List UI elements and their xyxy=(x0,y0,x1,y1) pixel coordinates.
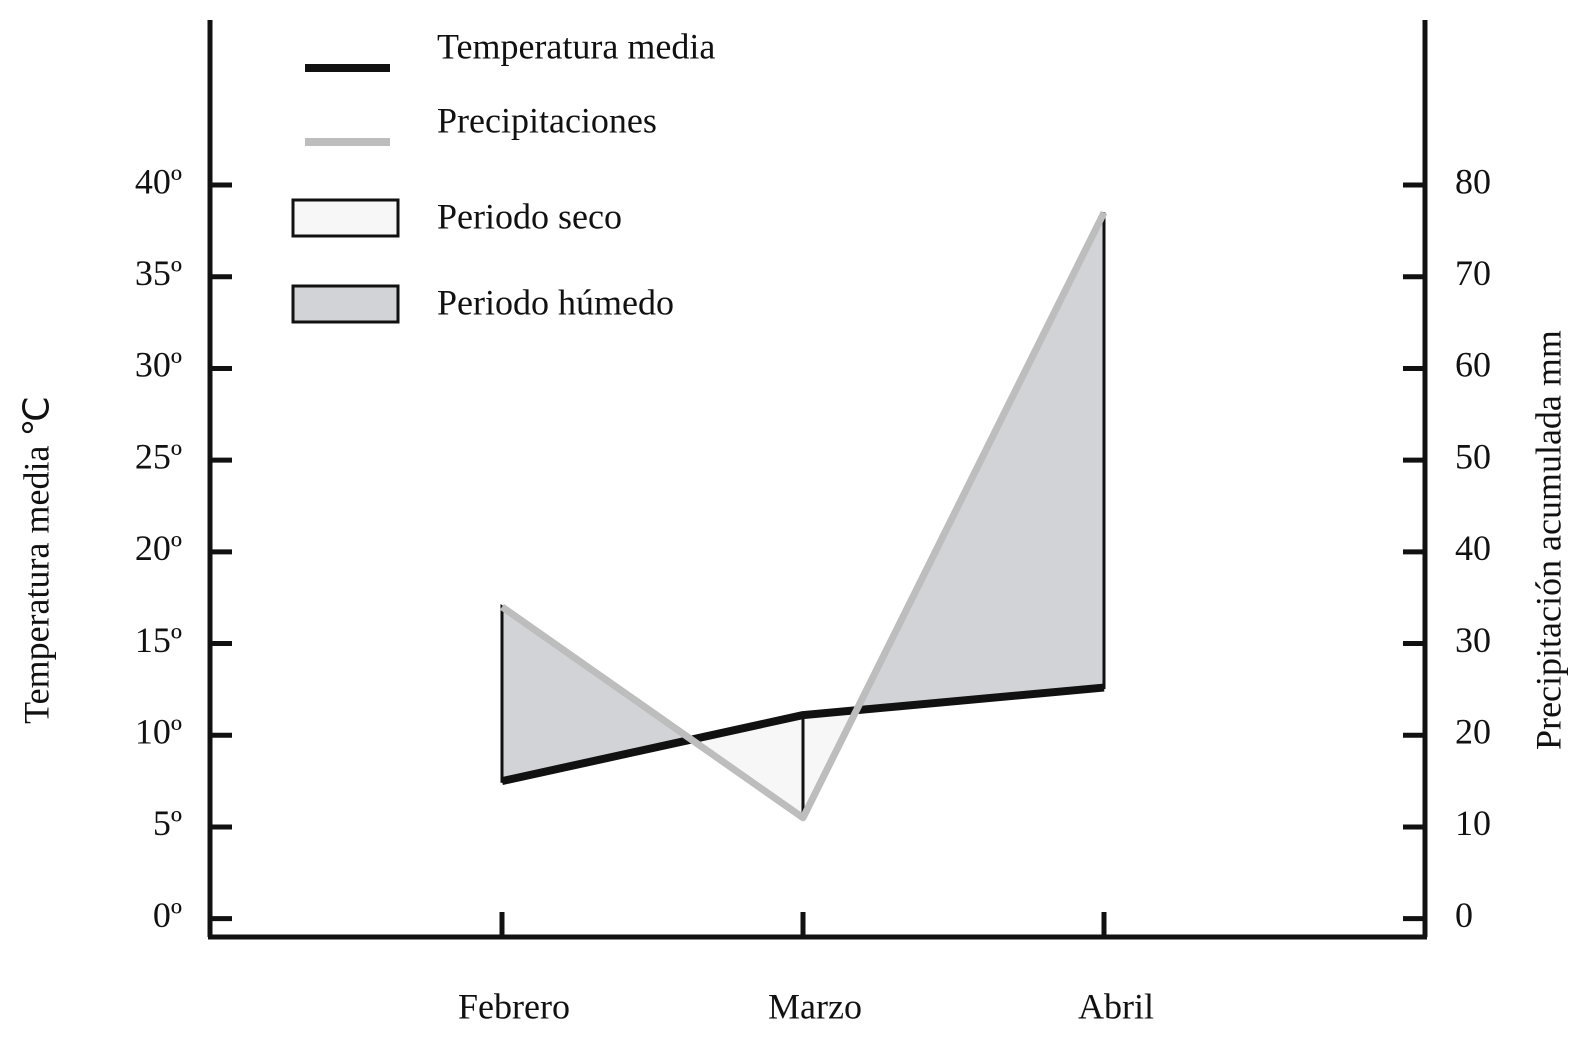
x-tick-label: Abril xyxy=(1078,986,1154,1026)
y2-tick-label: 10 xyxy=(1455,803,1491,843)
y2-tick-label: 30 xyxy=(1455,620,1491,660)
series-line xyxy=(499,211,1108,822)
y-tick-label: 25º xyxy=(135,436,182,476)
x-tick-label: Marzo xyxy=(768,986,862,1026)
y2-tick-label: 50 xyxy=(1455,436,1491,476)
y2-tick-label: 0 xyxy=(1455,895,1473,935)
y2-tick-label: 60 xyxy=(1455,345,1491,385)
x-tick-label: Febrero xyxy=(458,986,570,1026)
y-tick-label: 40º xyxy=(135,161,182,201)
y2-axis-title: Precipitación acumulada mm xyxy=(1528,330,1568,750)
period-area xyxy=(500,603,696,783)
legend-box xyxy=(291,284,400,324)
y-tick-label: 35º xyxy=(135,253,182,293)
y2-tick-label: 40 xyxy=(1455,528,1491,568)
legend-label: Periodo húmedo xyxy=(437,282,674,322)
legend-label: Temperatura media xyxy=(437,26,715,66)
y-tick-label: 30º xyxy=(135,345,182,385)
legend-label: Precipitaciones xyxy=(437,100,657,140)
legend-label: Periodo seco xyxy=(437,196,622,236)
y-tick-label: 20º xyxy=(135,528,182,568)
y-tick-label: 10º xyxy=(135,712,182,752)
y2-tick-label: 20 xyxy=(1455,712,1491,752)
series-line xyxy=(501,683,1105,786)
y-axis-title: Temperatura media ℃ xyxy=(16,396,56,724)
legend-box xyxy=(291,198,400,238)
y-tick-label: 15º xyxy=(135,620,182,660)
y-tick-label: 5º xyxy=(153,803,182,843)
y-tick-label: 0º xyxy=(153,895,182,935)
y2-tick-label: 80 xyxy=(1455,161,1491,201)
y2-tick-label: 70 xyxy=(1455,253,1491,293)
